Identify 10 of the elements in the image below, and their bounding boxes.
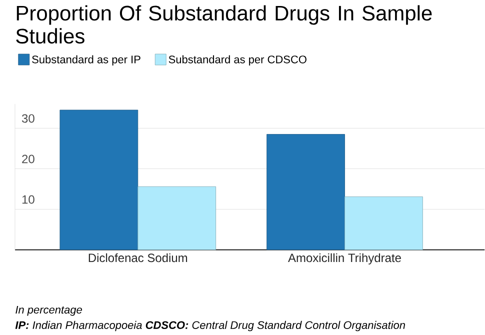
x-tick-label: Diclofenac Sodium	[88, 253, 188, 262]
y-tick-label: 30	[22, 114, 34, 123]
text: IP: Indian Pharmacopoeia CDSCO: Central Drug Standard Control Organisation	[15, 321, 406, 332]
chart-title: Proportion Of Substandard Drugs In Sample Studies	[16, 5, 432, 44]
legend-label: Substandard as per CDSCO	[168, 55, 306, 66]
text: In percentage	[16, 306, 82, 316]
y-tick-label: 10	[22, 195, 34, 204]
legend-label: Substandard as per IP	[32, 55, 140, 66]
x-tick-label: Amoxicillin Trihydrate	[288, 253, 401, 265]
y-tick-label: 20	[22, 154, 34, 164]
